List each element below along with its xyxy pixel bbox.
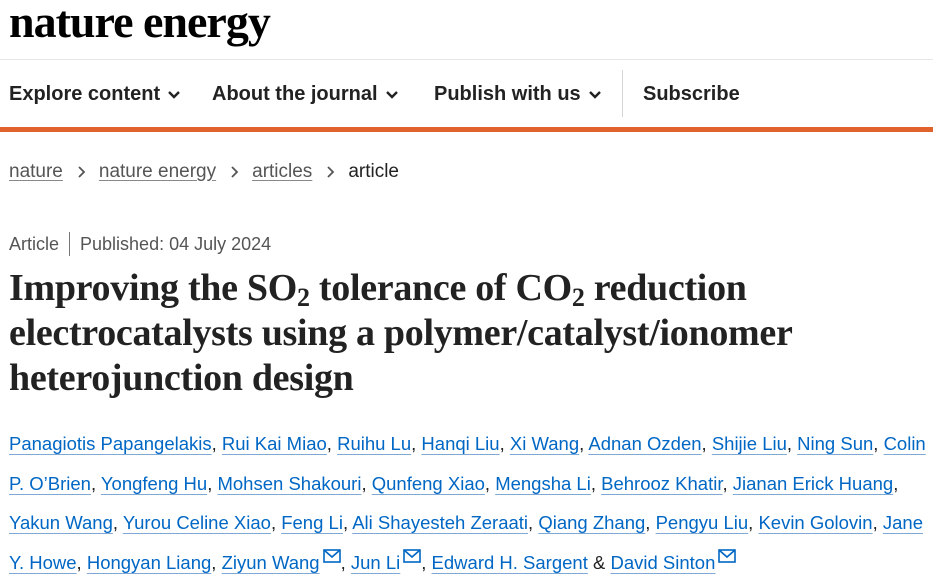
- chevron-down-icon: [385, 90, 398, 99]
- author-link[interactable]: Mohsen Shakouri: [217, 472, 362, 494]
- published-date: Published: 04 July 2024: [80, 233, 272, 254]
- nav-subscribe-label: Subscribe: [643, 83, 740, 105]
- author-link[interactable]: Mengsha Li: [495, 472, 591, 494]
- article-type: Article: [9, 233, 60, 254]
- title-part-2: tolerance of CO: [309, 267, 572, 309]
- author-link[interactable]: Yurou Celine Xiao: [122, 512, 271, 533]
- mail-icon[interactable]: [322, 548, 341, 563]
- author-link[interactable]: Adnan Ozden: [588, 433, 702, 454]
- breadcrumb-current: article: [348, 161, 399, 182]
- breadcrumb-link-articles[interactable]: articles: [252, 161, 313, 182]
- chevron-right-icon: [231, 166, 239, 178]
- chevron-down-icon: [168, 90, 180, 99]
- chevron-right-icon: [327, 166, 335, 178]
- nav-publish-with-us[interactable]: Publish with us: [434, 83, 603, 106]
- breadcrumb-link-nature[interactable]: nature: [9, 161, 63, 182]
- chevron-down-icon: [588, 90, 601, 99]
- title-subscript-2: 2: [571, 283, 585, 312]
- nav-separator: [622, 70, 623, 117]
- author-link[interactable]: Hongyan Liang: [86, 551, 212, 573]
- author-link[interactable]: Qunfeng Xiao: [371, 472, 485, 494]
- chevron-right-icon: [78, 166, 86, 178]
- author-link[interactable]: Feng Li: [281, 512, 343, 533]
- accent-bar: [0, 127, 933, 132]
- nav-about-journal[interactable]: About the journal: [212, 83, 400, 106]
- author-list: Panagiotis Papangelakis, Rui Kai Miao, R…: [9, 433, 926, 573]
- author-link[interactable]: David Sinton: [610, 551, 716, 573]
- main-nav: Explore content About the journal Publis…: [0, 60, 933, 128]
- nav-subscribe[interactable]: Subscribe: [643, 83, 740, 106]
- mail-icon[interactable]: [718, 548, 737, 563]
- author-link[interactable]: Colin P. O’Brien: [9, 433, 926, 494]
- breadcrumb: nature nature energy articles article: [9, 161, 399, 183]
- author-link[interactable]: Xi Wang: [509, 433, 580, 454]
- article-meta: Article Published: 04 July 2024: [9, 232, 271, 256]
- author-link[interactable]: Behrooz Khatir: [601, 472, 723, 494]
- author-link[interactable]: Panagiotis Papangelakis: [9, 433, 212, 454]
- author-link[interactable]: Yongfeng Hu: [100, 472, 208, 494]
- author-link[interactable]: Rui Kai Miao: [221, 433, 327, 454]
- author-link[interactable]: Ning Sun: [797, 433, 874, 454]
- author-link[interactable]: Jane Y. Howe: [9, 512, 923, 573]
- author-link[interactable]: Yakun Wang: [9, 512, 113, 533]
- title-part-3: reduction electrocatalysts using a polym…: [9, 267, 792, 399]
- author-link[interactable]: Hanqi Liu: [421, 433, 500, 454]
- author-link[interactable]: Ali Shayesteh Zeraati: [352, 512, 529, 533]
- author-link[interactable]: Kevin Golovin: [758, 512, 873, 533]
- article-title: Improving the SO2 tolerance of CO2 reduc…: [9, 266, 924, 401]
- header-divider: [0, 59, 933, 60]
- mail-icon[interactable]: [403, 548, 422, 563]
- journal-logo[interactable]: nature energy: [9, 0, 271, 47]
- nav-explore-content[interactable]: Explore content: [9, 83, 182, 106]
- meta-divider: [69, 232, 71, 256]
- title-part-1: Improving the SO: [9, 267, 297, 309]
- author-conjunction: &: [593, 551, 606, 573]
- author-link[interactable]: Shijie Liu: [711, 433, 787, 454]
- author-link[interactable]: Jun Li: [350, 551, 401, 573]
- nav-explore-label: Explore content: [9, 83, 161, 105]
- author-link[interactable]: Qiang Zhang: [538, 512, 646, 533]
- nav-about-label: About the journal: [212, 83, 378, 105]
- author-link[interactable]: Edward H. Sargent: [431, 551, 588, 573]
- author-link[interactable]: Pengyu Liu: [655, 512, 749, 533]
- title-subscript-1: 2: [297, 283, 310, 312]
- breadcrumb-link-nature-energy[interactable]: nature energy: [98, 161, 217, 182]
- author-link[interactable]: Jianan Erick Huang: [732, 472, 894, 494]
- author-link[interactable]: Ruihu Lu: [337, 433, 412, 454]
- nav-publish-label: Publish with us: [434, 83, 581, 105]
- author-link[interactable]: Ziyun Wang: [221, 551, 320, 573]
